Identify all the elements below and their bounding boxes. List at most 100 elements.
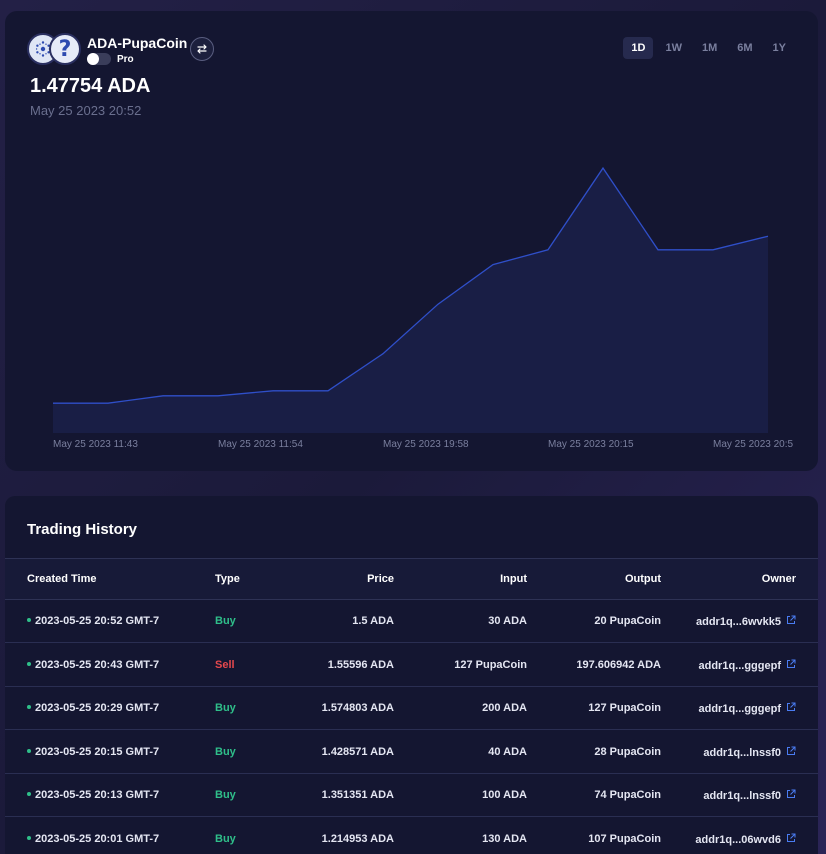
row-output: 20 PupaCoin bbox=[594, 615, 661, 627]
x-tick-label: May 25 2023 19:58 bbox=[383, 439, 469, 450]
row-created-time: 2023-05-25 20:01 GMT-7 bbox=[27, 833, 159, 845]
chart-point[interactable] bbox=[542, 244, 554, 256]
external-link-icon[interactable] bbox=[786, 789, 796, 802]
status-dot bbox=[27, 792, 31, 797]
chart-area-fill bbox=[53, 168, 768, 433]
row-output: 74 PupaCoin bbox=[594, 789, 661, 801]
timeframe-6m-button[interactable]: 6M bbox=[737, 42, 753, 54]
owner-address-link[interactable]: addr1q...lnssf0 bbox=[703, 790, 781, 802]
status-dot bbox=[27, 835, 31, 840]
row-created-time: 2023-05-25 20:13 GMT-7 bbox=[27, 789, 159, 801]
timeframe-1y-button[interactable]: 1Y bbox=[772, 42, 786, 54]
col-created-time[interactable]: Created Time bbox=[27, 573, 97, 585]
status-dot bbox=[27, 705, 31, 710]
chart-point[interactable] bbox=[157, 390, 169, 402]
pair-icons: ? bbox=[27, 33, 85, 67]
status-dot bbox=[27, 748, 31, 753]
x-tick-label: May 25 2023 11:54 bbox=[218, 439, 303, 450]
chart-series-line bbox=[53, 166, 769, 404]
pro-toggle[interactable]: Pro bbox=[87, 53, 134, 65]
col-type[interactable]: Type bbox=[215, 573, 240, 585]
col-output[interactable]: Output bbox=[624, 573, 661, 585]
chart-point[interactable] bbox=[652, 244, 664, 256]
row-time-text: 2023-05-25 20:52 GMT-7 bbox=[35, 615, 160, 627]
table-header: Created Time Type Price Input Output Own… bbox=[5, 558, 818, 600]
row-input: 30 ADA bbox=[488, 615, 527, 627]
status-dot bbox=[27, 661, 31, 666]
pro-label: Pro bbox=[117, 53, 134, 65]
row-created-time: 2023-05-25 20:15 GMT-7 bbox=[27, 746, 159, 758]
chart-point[interactable] bbox=[762, 230, 774, 242]
chart-point[interactable] bbox=[322, 385, 334, 397]
timeframe-1w-button[interactable]: 1W bbox=[665, 42, 682, 54]
chart-point[interactable] bbox=[102, 397, 114, 409]
row-type: Sell bbox=[215, 658, 235, 671]
swap-pair-button[interactable] bbox=[190, 37, 214, 61]
external-link-icon[interactable] bbox=[786, 833, 796, 846]
chart-point[interactable] bbox=[707, 244, 719, 256]
price-chart: May 25 2023 11:43 May 25 2023 11:54 May 25… bbox=[47, 162, 793, 450]
external-link-icon[interactable] bbox=[786, 659, 796, 672]
col-input[interactable]: Input bbox=[500, 573, 527, 585]
row-input: 100 ADA bbox=[482, 789, 527, 801]
row-created-time: 2023-05-25 20:29 GMT-7 bbox=[27, 702, 159, 714]
row-price: 1.574803 ADA bbox=[321, 702, 394, 714]
owner-address-link[interactable]: addr1q...lnssf0 bbox=[703, 746, 781, 759]
table-row: 2023-05-25 20:13 GMT-7 Buy 1.351351 ADA 100… bbox=[5, 774, 818, 817]
row-owner[interactable]: addr1q...gggepf bbox=[699, 702, 797, 715]
x-tick-label: May 25 2023 11:43 bbox=[53, 439, 138, 450]
row-input: 200 ADA bbox=[482, 702, 527, 714]
current-price: 1.47754 ADA bbox=[30, 75, 151, 97]
row-price: 1.5 ADA bbox=[352, 615, 394, 627]
row-output: 107 PupaCoin bbox=[588, 832, 661, 845]
chart-point[interactable] bbox=[597, 162, 609, 174]
row-owner[interactable]: addr1q...06wvd6 bbox=[695, 833, 796, 846]
chart-point[interactable] bbox=[47, 397, 59, 409]
table-row: 2023-05-25 20:29 GMT-7 Buy 1.574803 ADA 200… bbox=[5, 687, 818, 730]
owner-address-link[interactable]: addr1q...6wvkk5 bbox=[696, 616, 781, 628]
row-created-time: 2023-05-25 20:43 GMT-7 bbox=[27, 659, 159, 671]
row-output: 28 PupaCoin bbox=[594, 745, 661, 758]
row-owner[interactable]: addr1q...6wvkk5 bbox=[696, 615, 796, 628]
row-type: Buy bbox=[215, 615, 236, 627]
chart-point[interactable] bbox=[432, 298, 444, 310]
row-owner[interactable]: addr1q...lnssf0 bbox=[703, 746, 796, 759]
x-tick-label: May 25 2023 20:15 bbox=[548, 439, 634, 450]
owner-address-link[interactable]: addr1q...gggepf bbox=[698, 703, 782, 715]
row-input: 130 ADA bbox=[482, 832, 527, 845]
timeframe-1m-button[interactable]: 1M bbox=[701, 42, 718, 54]
row-owner[interactable]: addr1q...gggepf bbox=[699, 659, 797, 672]
row-time-text: 2023-05-25 20:29 GMT-7 bbox=[35, 702, 160, 714]
price-chart-card: ? ADA-PupaCoin Pro 1D 1W 1M 6M 1Y 1.47754 AD… bbox=[5, 11, 818, 471]
row-type: Buy bbox=[215, 745, 236, 758]
row-price: 1.428571 ADA bbox=[321, 745, 394, 758]
toggle-knob bbox=[87, 53, 99, 65]
chart-point[interactable] bbox=[377, 348, 389, 360]
row-input: 127 PupaCoin bbox=[454, 658, 527, 671]
row-price: 1.351351 ADA bbox=[321, 789, 394, 801]
toggle-track[interactable] bbox=[87, 53, 111, 65]
row-type: Buy bbox=[215, 832, 236, 845]
external-link-icon[interactable] bbox=[786, 615, 796, 628]
external-link-icon[interactable] bbox=[786, 702, 796, 715]
timeframe-selector: 1D 1W 1M 6M 1Y bbox=[623, 37, 794, 59]
external-link-icon[interactable] bbox=[786, 746, 796, 759]
trading-history-card: Trading History Created Time Type Price … bbox=[5, 496, 818, 854]
col-owner[interactable]: Owner bbox=[761, 573, 796, 585]
table-row: 2023-05-25 20:15 GMT-7 Buy 1.428571 ADA 40 … bbox=[5, 731, 818, 774]
owner-address-link[interactable]: addr1q...gggepf bbox=[698, 659, 782, 672]
row-time-text: 2023-05-25 20:13 GMT-7 bbox=[35, 789, 160, 801]
row-price: 1.214953 ADA bbox=[321, 832, 394, 845]
table-row: 2023-05-25 20:01 GMT-7 Buy 1.214953 ADA 130… bbox=[5, 818, 818, 854]
status-dot bbox=[27, 618, 31, 623]
row-input: 40 ADA bbox=[488, 745, 527, 758]
timeframe-1d-button[interactable]: 1D bbox=[623, 37, 654, 59]
chart-point[interactable] bbox=[267, 385, 279, 397]
chart-point[interactable] bbox=[212, 390, 224, 402]
chart-point[interactable] bbox=[487, 259, 499, 271]
row-owner[interactable]: addr1q...lnssf0 bbox=[703, 789, 796, 802]
owner-address-link[interactable]: addr1q...06wvd6 bbox=[695, 833, 781, 846]
swap-arrows-icon bbox=[197, 44, 207, 54]
row-type: Buy bbox=[215, 702, 236, 714]
col-price[interactable]: Price bbox=[367, 573, 394, 585]
